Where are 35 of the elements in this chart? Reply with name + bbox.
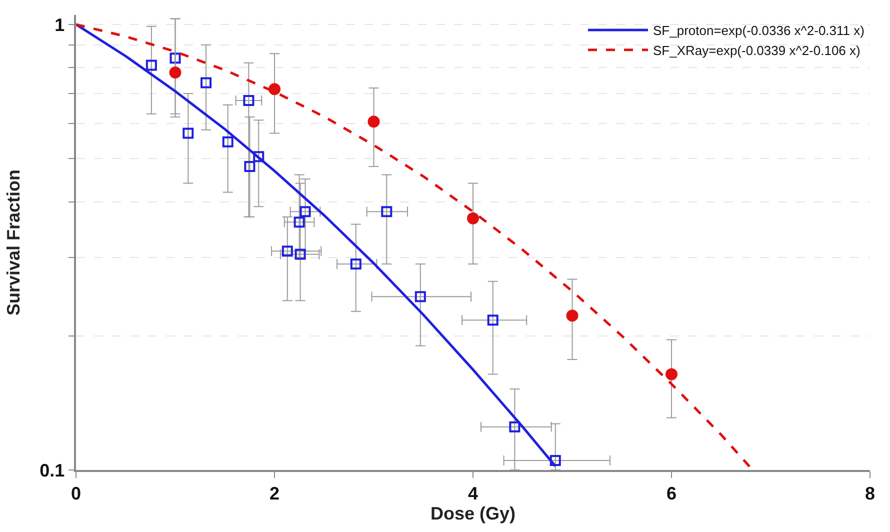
point <box>566 310 578 322</box>
point <box>268 83 280 96</box>
point <box>244 160 256 172</box>
point <box>414 291 426 302</box>
point <box>146 60 157 71</box>
point <box>282 246 293 257</box>
point <box>487 314 498 326</box>
x-tick-label: 4 <box>468 483 478 504</box>
x-axis-title: Dose (Gy) <box>430 503 516 524</box>
point <box>467 212 479 224</box>
x-tick-label: 2 <box>269 483 280 504</box>
point <box>170 52 181 64</box>
y-tick-label: 1 <box>54 14 65 35</box>
x-tick-label: 6 <box>666 483 677 504</box>
legend-label: SF_XRay=exp(-0.0339 x^2-0.106 x) <box>653 42 860 58</box>
point <box>294 248 306 260</box>
y-tick-label: 0.1 <box>40 460 65 480</box>
point <box>253 151 264 162</box>
point <box>300 206 311 218</box>
x-tick-label: 8 <box>864 483 876 504</box>
point <box>368 116 380 128</box>
point <box>243 95 254 106</box>
point <box>200 77 212 88</box>
point <box>509 421 520 432</box>
point <box>169 66 182 79</box>
point <box>350 258 362 270</box>
point <box>222 136 234 148</box>
y-axis-title: Survival Fraction <box>3 169 24 316</box>
point <box>182 128 194 139</box>
point <box>550 455 561 466</box>
point <box>381 206 392 218</box>
legend-label: SF_proton=exp(-0.0336 x^2-0.311 x) <box>653 23 864 38</box>
point <box>294 216 305 228</box>
x-tick-label: 0 <box>70 483 82 504</box>
point <box>666 368 678 380</box>
